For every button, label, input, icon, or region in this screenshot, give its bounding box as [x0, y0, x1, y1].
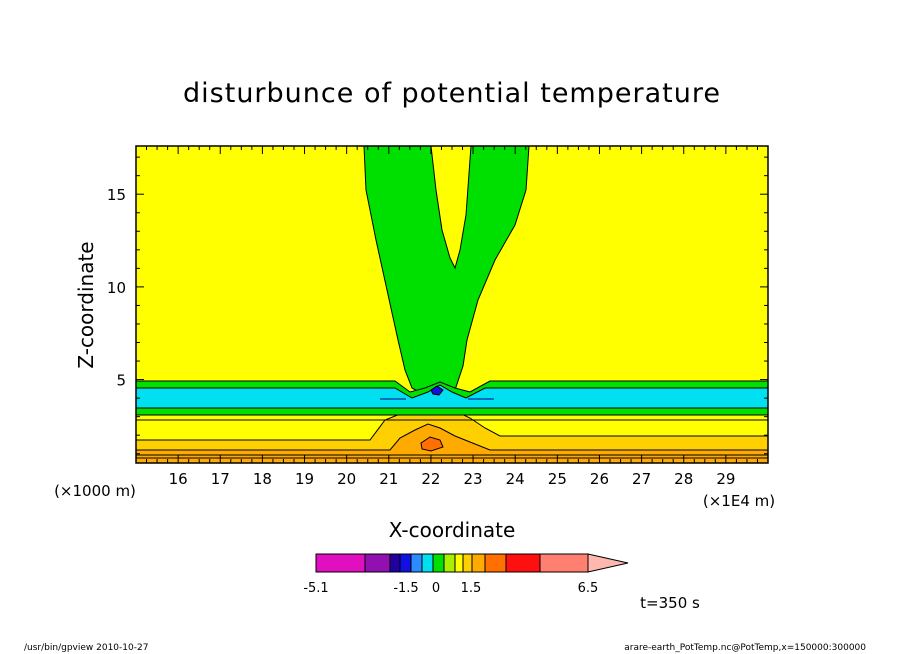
y-axis-label: Z-coordinate	[74, 241, 98, 368]
x-tick-label: 22	[421, 470, 440, 488]
colorbar-tick-label: 0	[432, 581, 440, 596]
plot-area: 16 17 18 19 20 21 22 23 24 25 26 27 28 29 5 10 15	[107, 145, 769, 488]
x-tick-label: 16	[169, 470, 188, 488]
x-tick-label: 25	[548, 470, 567, 488]
x-tick-label: 20	[337, 470, 356, 488]
x-tick-label: 28	[674, 470, 693, 488]
colorbar-cell	[432, 553, 445, 573]
region-warm-middle	[136, 423, 768, 463]
colorbar-cell	[484, 553, 507, 573]
colorbar-tick-label: 6.5	[578, 581, 599, 596]
colorbar-cell	[389, 553, 401, 573]
colorbar-tick-label: 1.5	[461, 581, 482, 596]
colorbar-tick-label: -1.5	[393, 581, 418, 596]
x-scale-label: (×1E4 m)	[703, 492, 775, 510]
colorbar-cell	[364, 553, 391, 573]
region-cool-plume	[363, 146, 530, 396]
colorbar-cell	[454, 553, 464, 573]
colorbar-cell	[421, 553, 434, 573]
contour-fill-layer	[136, 146, 768, 463]
footer-left: /usr/bin/gpview 2010-10-27	[24, 643, 148, 653]
x-tick-label: 21	[379, 470, 398, 488]
colorbar-cell	[505, 553, 541, 573]
y-tick-label: 5	[116, 372, 126, 390]
x-tick-label: 23	[464, 470, 483, 488]
x-tick-label: 26	[590, 470, 609, 488]
region-cold-core	[430, 385, 444, 396]
x-tick-label: 29	[716, 470, 735, 488]
colorbar-cell	[315, 553, 366, 573]
colorbar-cell	[539, 553, 589, 573]
time-annotation: t=350 s	[640, 594, 700, 612]
colorbar-cell	[443, 553, 456, 573]
colorbar-arrow	[587, 553, 629, 573]
x-axis-label: X-coordinate	[389, 518, 516, 542]
y-scale-label: (×1000 m)	[54, 482, 136, 500]
x-tick-label: 19	[295, 470, 314, 488]
colorbar-cell	[399, 553, 412, 573]
colorbar-cell	[471, 553, 486, 573]
region-warm-core	[420, 436, 444, 452]
y-tick-group: 5 10 15	[107, 156, 768, 455]
colorbar-tick-label: -5.1	[303, 581, 328, 596]
region-cold-band	[136, 384, 768, 409]
y-tick-label: 15	[107, 186, 126, 204]
x-tick-group: 16 17 18 19 20 21 22 23 24 25 26 27 28 29	[135, 146, 769, 488]
x-tick-label: 27	[632, 470, 651, 488]
footer-right: arare-earth_PotTemp.nc@PotTemp,x=150000:…	[624, 643, 866, 653]
colorbar-cell	[462, 553, 473, 573]
colorbar: -5.1 -1.5 0 1.5 6.5	[303, 553, 629, 596]
x-tick-label: 18	[253, 470, 272, 488]
chart-title: disturbunce of potential temperature	[183, 78, 721, 109]
colorbar-cell	[410, 553, 423, 573]
y-tick-label: 10	[107, 279, 126, 297]
x-tick-label: 24	[506, 470, 525, 488]
x-tick-label: 17	[211, 470, 230, 488]
